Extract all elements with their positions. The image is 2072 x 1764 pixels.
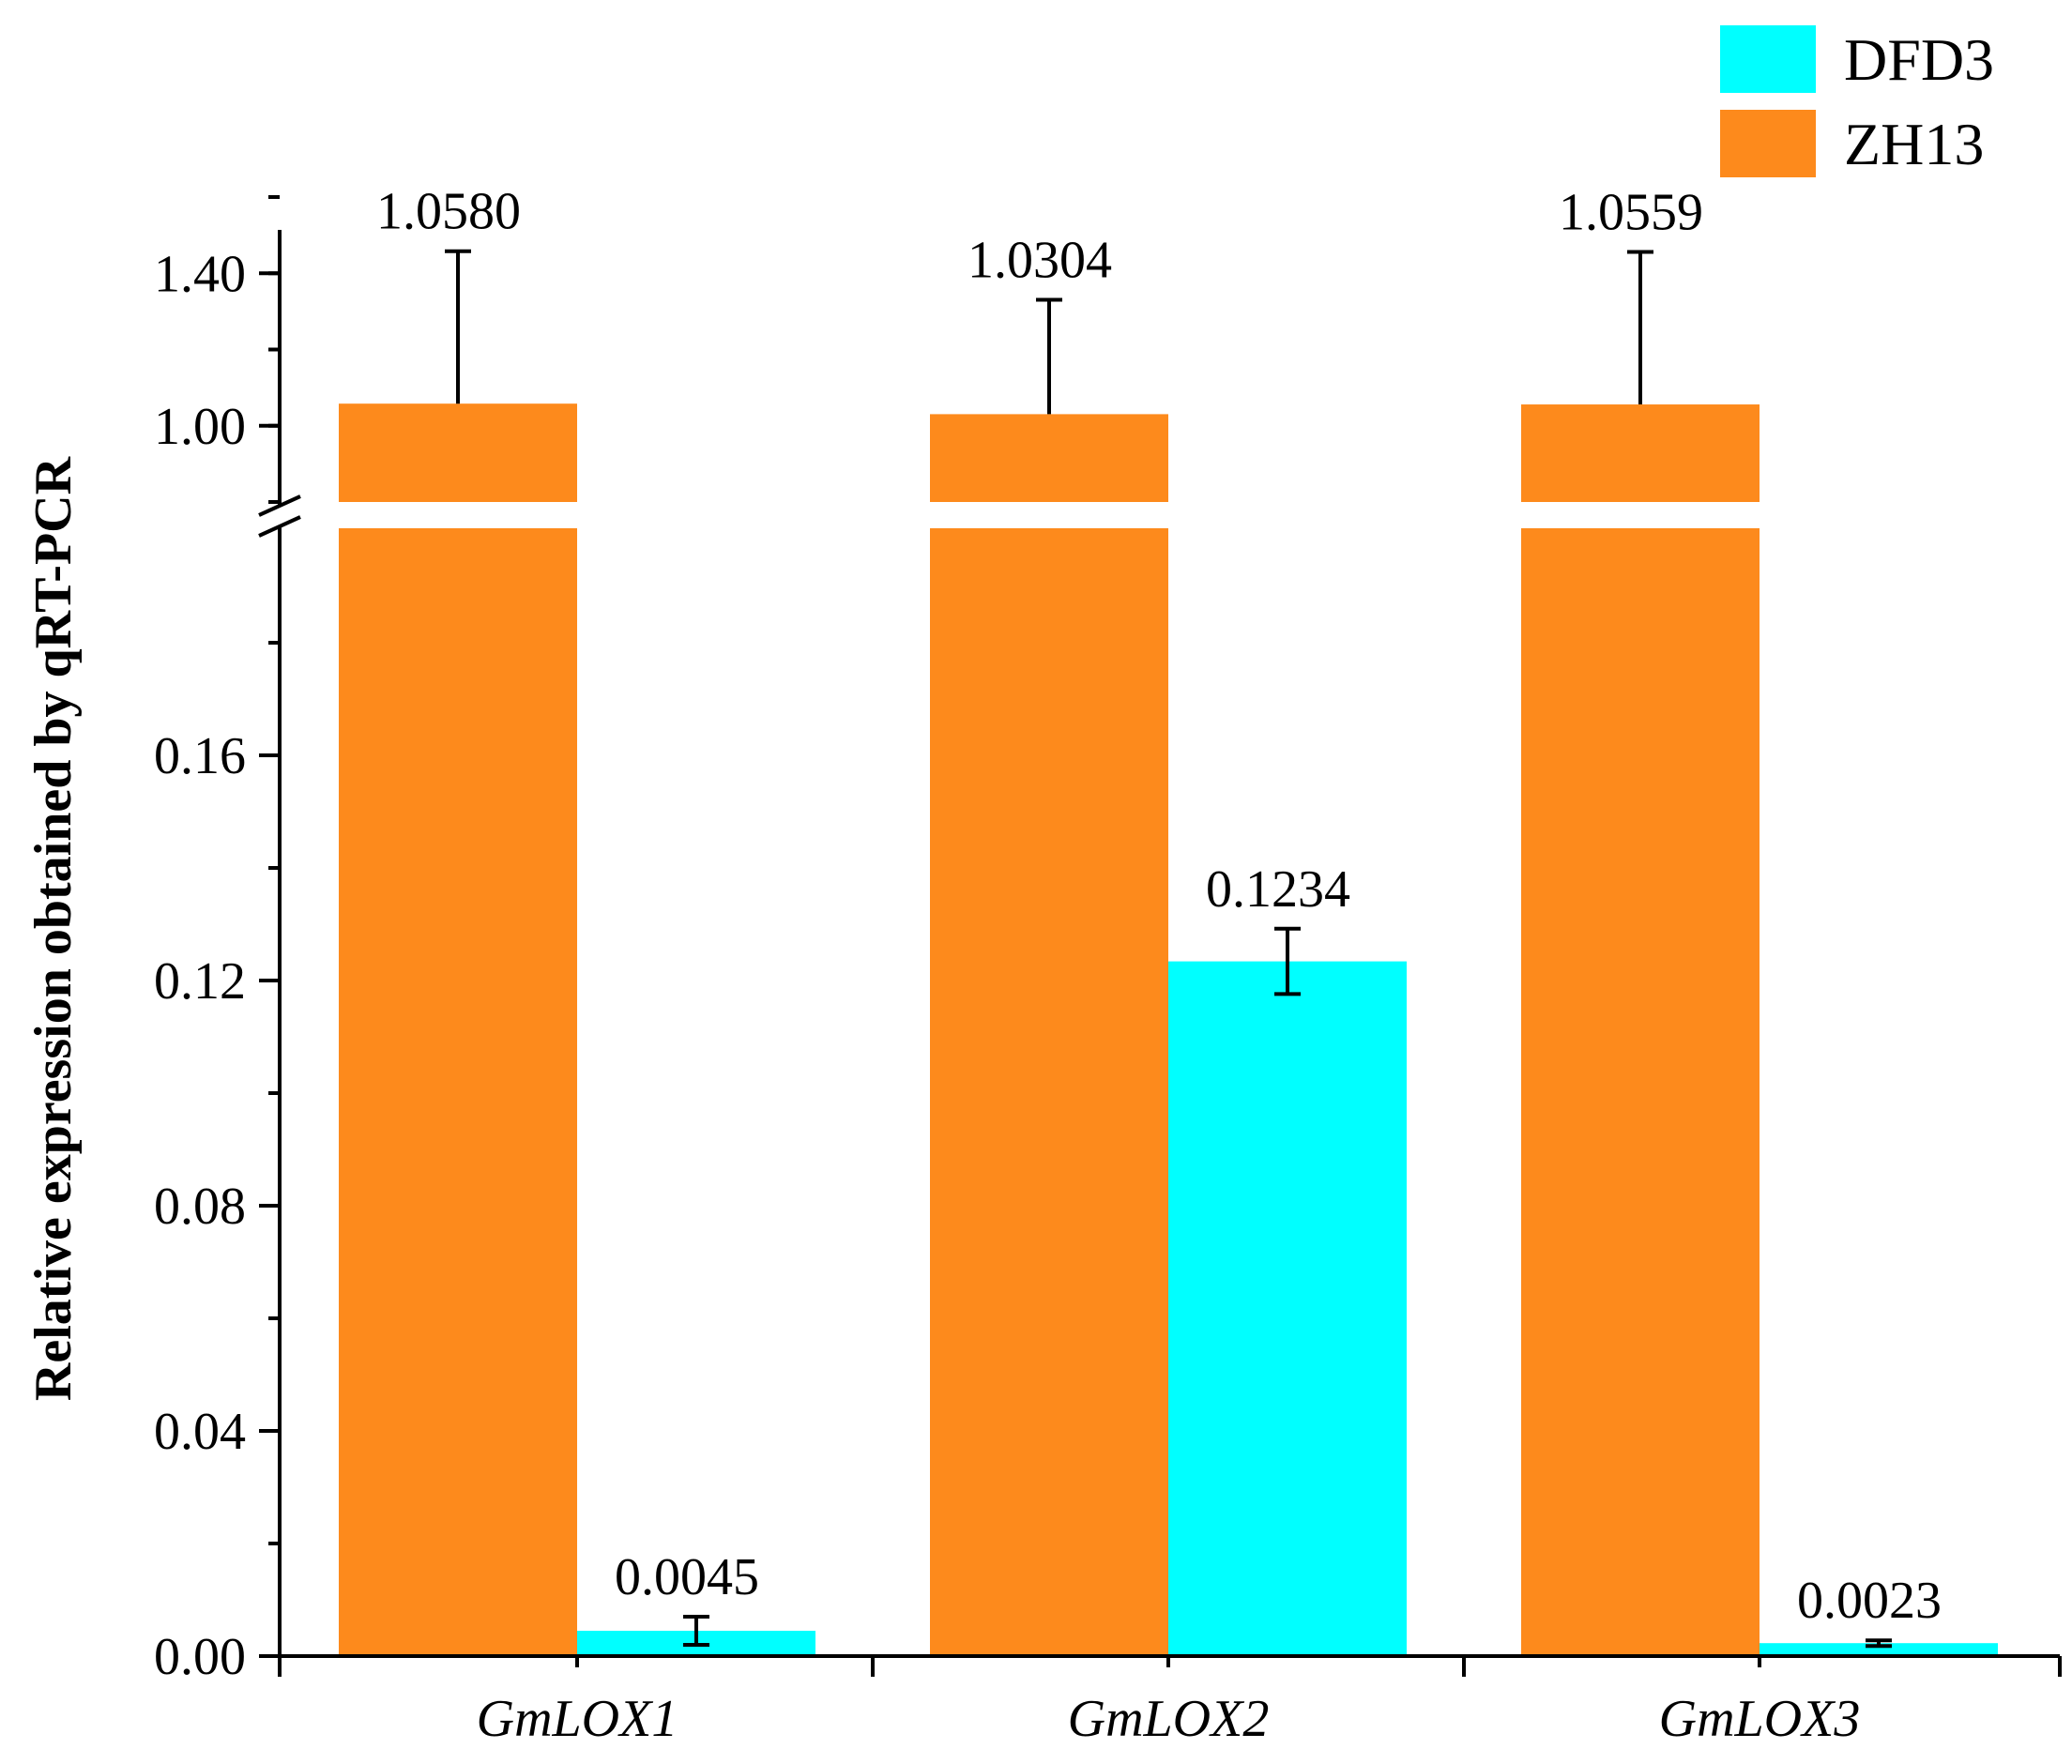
axis-break-mark xyxy=(258,494,301,517)
legend-label-DFD3: DFD3 xyxy=(1844,26,1994,93)
y-tick-label: 1.40 xyxy=(154,245,246,303)
bar-DFD3-GmLOX3 xyxy=(1760,1643,1998,1656)
axes: 0.00 0.04 0.08 0.12 0.16 1.00 1.40 GmLOX1 GmLOX2… xyxy=(154,195,2062,1748)
legend-swatch-DFD3 xyxy=(1720,25,1816,93)
legend: DFD3 ZH13 xyxy=(1720,25,1994,177)
bar-ZH13-GmLOX2 xyxy=(930,414,1168,502)
y-tick-label: 0.04 xyxy=(154,1403,246,1461)
data-label-ZH13-GmLOX2: 1.0304 xyxy=(967,232,1112,290)
x-tick-label: GmLOX2 xyxy=(1068,1690,1270,1748)
data-label-DFD3-GmLOX2: 0.1234 xyxy=(1206,860,1350,919)
y-tick-label: 0.16 xyxy=(154,727,246,785)
bar-DFD3-GmLOX2 xyxy=(1168,961,1407,1656)
bar-ZH13-GmLOX1 xyxy=(339,403,577,502)
x-tick-label: GmLOX3 xyxy=(1659,1690,1861,1748)
data-label-DFD3-GmLOX3: 0.0023 xyxy=(1797,1572,1942,1630)
data-label-ZH13-GmLOX1: 1.0580 xyxy=(376,183,521,241)
y-tick-label: 1.00 xyxy=(154,398,246,456)
data-label-DFD3-GmLOX1: 0.0045 xyxy=(615,1548,759,1606)
bar-ZH13-GmLOX1-lower xyxy=(339,528,577,1656)
y-tick-label: 0.08 xyxy=(154,1178,246,1236)
plot-area: 1.0580 1.0304 1.0559 0.0045 0.1234 0.0023 xyxy=(339,183,1998,1656)
y-tick-label: 0.12 xyxy=(154,952,246,1011)
x-tick-label: GmLOX1 xyxy=(477,1690,678,1748)
axis-break-mark xyxy=(258,515,301,538)
bar-ZH13-GmLOX3-lower xyxy=(1521,528,1760,1656)
data-label-ZH13-GmLOX3: 1.0559 xyxy=(1559,184,1703,242)
y-axis-title: Relative expression obtained by qRT-PCR xyxy=(24,456,83,1401)
y-tick-label: 0.00 xyxy=(154,1628,246,1686)
bar-ZH13-GmLOX2-lower xyxy=(930,528,1168,1656)
legend-swatch-ZH13 xyxy=(1720,110,1816,177)
legend-label-ZH13: ZH13 xyxy=(1844,111,1984,177)
bar-ZH13-GmLOX3 xyxy=(1521,404,1760,502)
